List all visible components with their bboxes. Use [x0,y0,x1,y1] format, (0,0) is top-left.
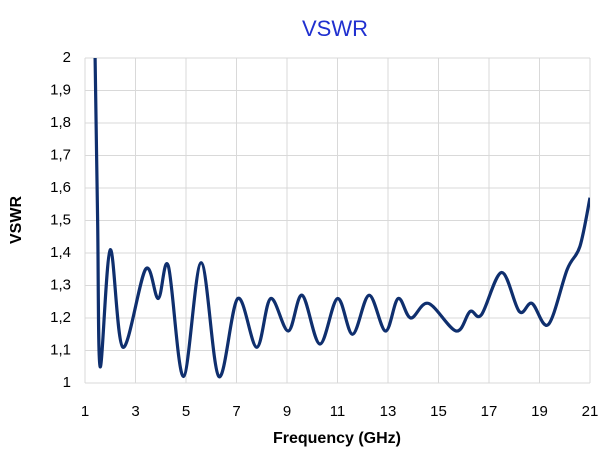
y-tick-label: 2 [63,49,71,66]
y-tick-label: 1,1 [50,341,71,358]
x-tick-label: 15 [430,403,447,420]
y-tick-label: 1,9 [50,81,71,98]
x-tick-label: 9 [283,403,291,420]
chart-title: VSWR [302,16,368,41]
x-tick-label: 11 [330,403,346,420]
y-tick-label: 1,6 [50,179,71,196]
y-tick-label: 1,3 [50,276,71,293]
y-tick-label: 1,8 [50,114,71,131]
x-tick-label: 19 [531,403,548,420]
x-tick-label: 5 [182,403,190,420]
y-tick-label: 1,5 [50,211,71,228]
x-tick-label: 13 [380,403,397,420]
x-axis-label: Frequency (GHz) [273,430,401,447]
y-tick-label: 1,7 [50,146,71,163]
x-tick-label: 21 [582,403,599,420]
y-tick-label: 1 [63,374,71,391]
y-tick-label: 1,4 [50,244,71,261]
y-axis-label: VSWR [8,196,25,244]
x-tick-label: 3 [131,403,139,420]
x-tick-label: 1 [81,403,89,420]
y-tick-label: 1,2 [50,309,71,326]
x-tick-label: 7 [232,403,240,420]
data-line [93,58,590,379]
x-tick-label: 17 [481,403,498,420]
